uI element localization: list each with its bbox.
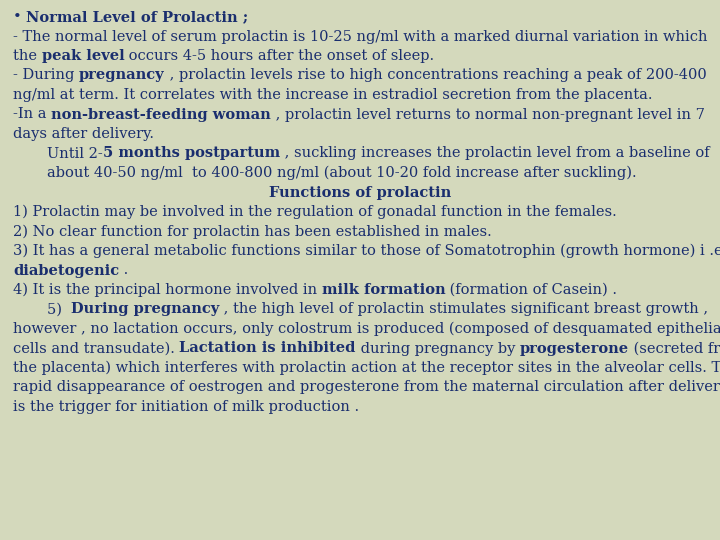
Text: rapid disappearance of oestrogen and progesterone from the maternal circulation : rapid disappearance of oestrogen and pro… <box>13 381 720 395</box>
Text: , prolactin level returns to normal non-pregnant level in 7: , prolactin level returns to normal non-… <box>271 107 705 122</box>
Text: (secreted from: (secreted from <box>629 341 720 355</box>
Text: pregnancy: pregnancy <box>79 69 165 83</box>
Text: Until 2-: Until 2- <box>47 146 102 160</box>
Text: .: . <box>119 264 128 278</box>
Text: , the high level of prolactin stimulates significant breast growth ,: , the high level of prolactin stimulates… <box>220 302 708 316</box>
Text: about 40-50 ng/ml  to 400-800 ng/ml (about 10-20 fold increase after suckling).: about 40-50 ng/ml to 400-800 ng/ml (abou… <box>47 166 636 180</box>
Text: peak level: peak level <box>42 49 125 63</box>
Text: , prolactin levels rise to high concentrations reaching a peak of 200-400: , prolactin levels rise to high concentr… <box>165 69 706 83</box>
Text: the placenta) which interferes with prolactin action at the receptor sites in th: the placenta) which interferes with prol… <box>13 361 720 375</box>
Text: cells and transudate).: cells and transudate). <box>13 341 179 355</box>
Text: during pregnancy by: during pregnancy by <box>356 341 520 355</box>
Text: 4) It is the principal hormone involved in: 4) It is the principal hormone involved … <box>13 283 322 298</box>
Text: During pregnancy: During pregnancy <box>71 302 220 316</box>
Text: milk formation: milk formation <box>322 283 446 297</box>
Text: (formation of Casein) .: (formation of Casein) . <box>446 283 617 297</box>
Text: diabetogenic: diabetogenic <box>13 264 119 278</box>
Text: however , no lactation occurs, only colostrum is produced (composed of desquamat: however , no lactation occurs, only colo… <box>13 322 720 336</box>
Text: , suckling increases the prolactin level from a baseline of: , suckling increases the prolactin level… <box>279 146 709 160</box>
Text: 5): 5) <box>47 302 71 316</box>
Text: - During: - During <box>13 69 79 83</box>
Text: 2) No clear function for prolactin has been established in males.: 2) No clear function for prolactin has b… <box>13 225 492 239</box>
Text: days after delivery.: days after delivery. <box>13 127 154 141</box>
Text: progesterone: progesterone <box>520 341 629 355</box>
Text: the: the <box>13 49 42 63</box>
Text: •: • <box>13 10 27 24</box>
Text: Lactation is inhibited: Lactation is inhibited <box>179 341 356 355</box>
Text: - The normal level of serum prolactin is 10-25 ng/ml with a marked diurnal varia: - The normal level of serum prolactin is… <box>13 30 708 44</box>
Text: Functions of prolactin: Functions of prolactin <box>269 186 451 199</box>
Text: 1) Prolactin may be involved in the regulation of gonadal function in the female: 1) Prolactin may be involved in the regu… <box>13 205 617 219</box>
Text: is the trigger for initiation of milk production .: is the trigger for initiation of milk pr… <box>13 400 359 414</box>
Text: -In a: -In a <box>13 107 51 122</box>
Text: Normal Level of Prolactin ;: Normal Level of Prolactin ; <box>27 10 248 24</box>
Text: occurs 4-5 hours after the onset of sleep.: occurs 4-5 hours after the onset of slee… <box>125 49 434 63</box>
Text: non-breast-feeding woman: non-breast-feeding woman <box>51 107 271 122</box>
Text: 5 months postpartum: 5 months postpartum <box>102 146 279 160</box>
Text: ng/ml at term. It correlates with the increase in estradiol secretion from the p: ng/ml at term. It correlates with the in… <box>13 88 652 102</box>
Text: 3) It has a general metabolic functions similar to those of Somatotrophin (growt: 3) It has a general metabolic functions … <box>13 244 720 259</box>
